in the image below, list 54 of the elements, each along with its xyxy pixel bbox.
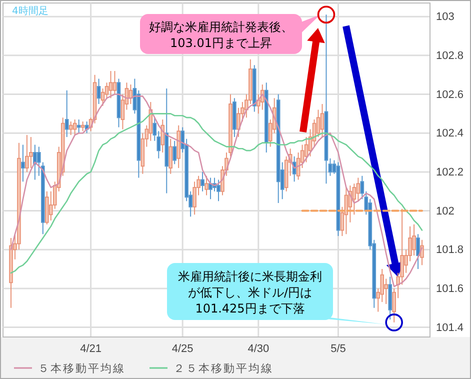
- candlestick: [176, 124, 180, 169]
- annotation: 4時間足: [12, 5, 48, 17]
- candlestick: [324, 14, 328, 184]
- candlestick: [164, 88, 169, 194]
- y-tick-label: 102.8: [436, 50, 464, 62]
- candlestick: [76, 119, 81, 134]
- y-tick-label: 102.2: [436, 166, 464, 178]
- x-tick-label: 4/21: [80, 342, 102, 355]
- candlestick: [9, 237, 13, 308]
- candlestick: [320, 103, 324, 138]
- legend-label: ５本移動平均線: [38, 362, 126, 375]
- candlestick: [44, 190, 49, 225]
- candlestick: [208, 177, 212, 200]
- candlestick: [252, 64, 256, 112]
- candlestick: [108, 70, 113, 99]
- candlestick: [116, 78, 121, 128]
- candlestick: [84, 120, 89, 134]
- y-tick-label: 101.6: [436, 282, 464, 295]
- annotation: 米雇用統計後に米長期金利が低下し、米ドル/円は101.425円まで下落: [178, 270, 322, 316]
- candlestick: [72, 119, 77, 136]
- candlestick: [416, 234, 420, 270]
- candlestick: [25, 134, 29, 172]
- annotation: 好調な米雇用統計発表後、103.01円まで上昇: [149, 20, 293, 50]
- x-tick-label: 5/5: [330, 342, 346, 355]
- candlestick: [168, 138, 173, 174]
- y-tick-label: 103: [436, 11, 454, 24]
- y-tick-label: 101.4: [436, 322, 464, 334]
- line-series: [10, 94, 423, 288]
- candlestick: [232, 98, 236, 138]
- candlestick: [96, 78, 101, 104]
- candlestick: [160, 119, 165, 154]
- candlestick: [68, 120, 73, 136]
- candlestick: [64, 90, 69, 138]
- y-tick-label: 102.4: [436, 128, 464, 140]
- y-tick-label: 102: [436, 205, 454, 218]
- candlestick: [344, 186, 348, 235]
- candlestick: [80, 120, 85, 132]
- candlestick: [112, 70, 117, 95]
- x-tick-label: 4/25: [172, 342, 194, 355]
- candlestick: [33, 144, 37, 180]
- candlestick: [388, 276, 392, 320]
- y-tick-label: 101.8: [436, 244, 464, 256]
- candlestick: [216, 179, 220, 202]
- x-tick-label: 4/30: [248, 342, 270, 355]
- candlestick: [264, 82, 268, 154]
- candlestick: [336, 162, 340, 237]
- candlestick: [204, 175, 208, 196]
- y-tick-label: 102.6: [436, 88, 464, 101]
- candlestick: [200, 171, 204, 192]
- candlestick: [276, 94, 280, 204]
- candlestick: [21, 144, 25, 182]
- candlestick: [172, 140, 176, 165]
- candlestick: [29, 136, 33, 169]
- legend-label: ２５本移動平均線: [174, 362, 274, 375]
